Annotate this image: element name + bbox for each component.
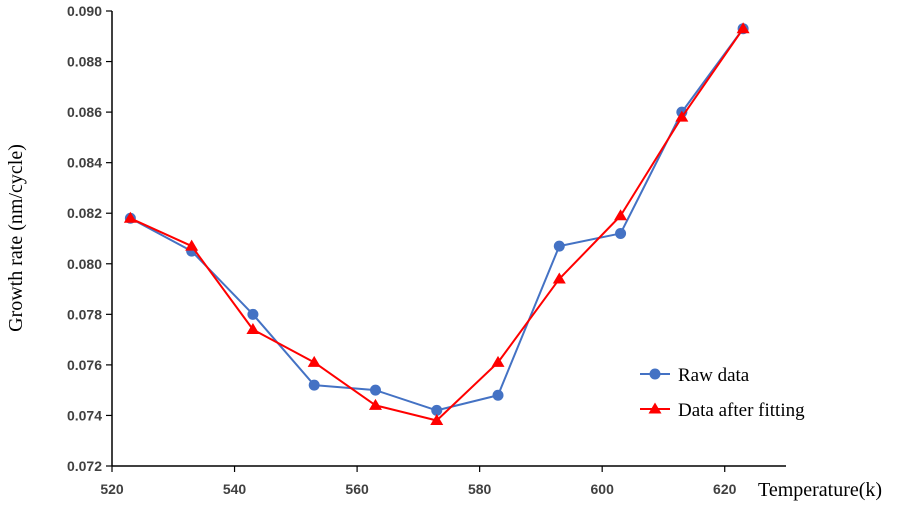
legend: Raw data Data after fitting: [640, 365, 805, 421]
y-ticks: 0.072 0.074 0.076 0.078 0.080 0.082 0.084 0.086…: [67, 3, 112, 474]
data-point-data-after-fitting: [368, 398, 382, 410]
series-layer: [123, 22, 750, 425]
data-point-data-after-fitting: [246, 323, 260, 334]
x-tick-label: 560: [345, 481, 369, 497]
y-tick-label: 0.090: [67, 3, 102, 19]
data-point-raw-data: [308, 379, 320, 391]
data-point-data-after-fitting: [736, 22, 750, 34]
y-tick-label: 0.072: [67, 458, 102, 474]
data-point-raw-data: [431, 404, 443, 416]
y-axis-title: Growth rate (nm/cycle): [5, 144, 27, 332]
x-tick-label: 580: [468, 481, 492, 497]
axes: [111, 11, 786, 467]
data-point-data-after-fitting: [430, 414, 444, 425]
legend-item-data-after-fitting: Data after fitting: [640, 400, 805, 421]
data-point-data-after-fitting: [307, 355, 321, 367]
data-point-data-after-fitting: [185, 239, 199, 251]
data-point-data-after-fitting: [491, 355, 505, 367]
data-point-raw-data: [247, 308, 259, 320]
series-line-raw-data: [129, 28, 744, 412]
y-tick-label: 0.078: [67, 306, 102, 322]
legend-label-data-after-fitting: Data after fitting: [678, 400, 805, 421]
x-axis-title: Temperature(k): [758, 479, 882, 501]
y-tick-label: 0.086: [67, 104, 102, 120]
x-tick-label: 540: [223, 481, 247, 497]
y-tick-label: 0.074: [67, 407, 102, 423]
data-point-data-after-fitting: [552, 272, 566, 284]
legend-label-raw-data: Raw data: [678, 365, 750, 386]
data-point-data-after-fitting: [614, 209, 628, 221]
data-point-raw-data: [369, 384, 381, 396]
data-point-raw-data: [492, 389, 504, 401]
legend-marker-data-after-fitting: [648, 402, 662, 414]
y-tick-label: 0.076: [67, 357, 102, 373]
legend-item-raw-data: Raw data: [640, 365, 750, 386]
y-tick-label: 0.088: [67, 54, 102, 70]
x-tick-label: 620: [713, 481, 737, 497]
y-tick-label: 0.082: [67, 205, 102, 221]
y-tick-label: 0.080: [67, 256, 102, 272]
x-tick-label: 600: [591, 481, 615, 497]
data-point-raw-data: [553, 240, 565, 252]
series-line-data-after-fitting: [129, 28, 744, 422]
data-point-data-after-fitting: [123, 211, 137, 223]
data-point-data-after-fitting: [675, 110, 689, 122]
y-tick-label: 0.084: [67, 155, 102, 171]
data-point-raw-data: [615, 227, 627, 239]
x-tick-label: 520: [100, 481, 124, 497]
x-ticks: 520 540 560 580 600 620: [100, 466, 737, 497]
legend-marker-raw-data: [649, 368, 661, 380]
